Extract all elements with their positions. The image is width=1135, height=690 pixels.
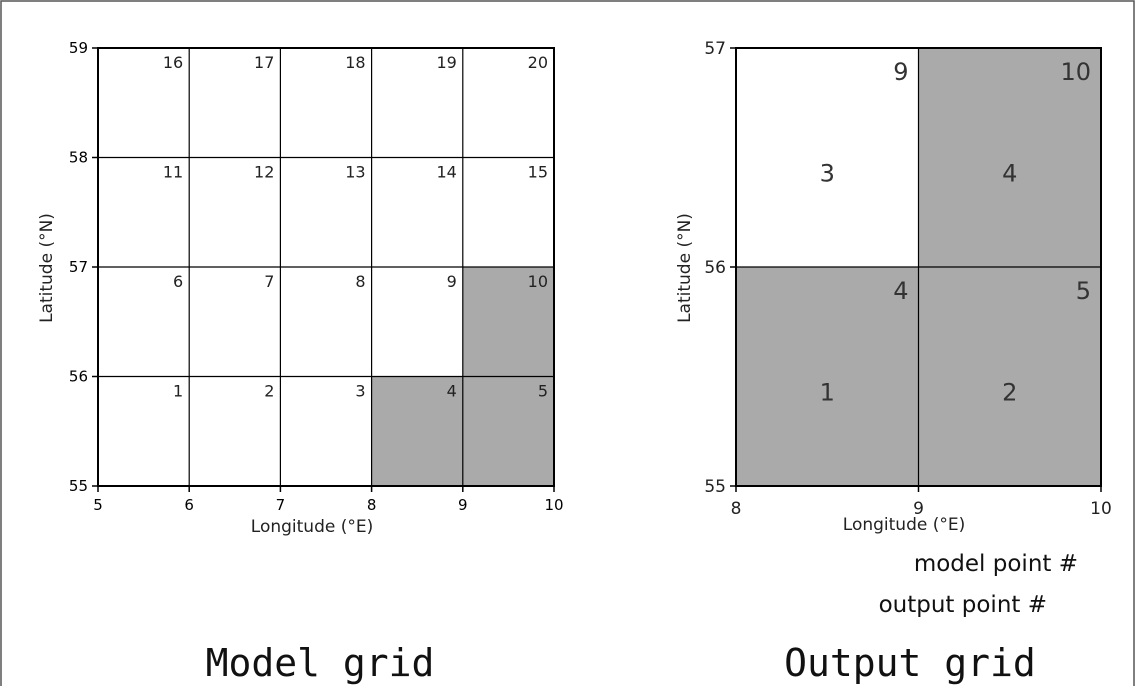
output-point-number: 4 — [1002, 160, 1017, 188]
y-tick-label: 56 — [704, 258, 726, 278]
x-tick-label: 8 — [367, 496, 377, 514]
output-grid-panel: 8 9 10 55 56 57 4 1 5 2 9 3 10 4 Longitude (°E) Lat… — [675, 39, 1112, 685]
x-tick-label: 8 — [731, 499, 742, 519]
model-grid-lines — [97, 47, 555, 487]
output-grid-y-label: Latitude (°N) — [675, 213, 695, 323]
y-tick-label: 57 — [69, 258, 88, 276]
model-grid-title: Model grid — [206, 641, 435, 685]
x-tick-label: 7 — [276, 496, 286, 514]
y-tick-label: 59 — [69, 39, 88, 57]
y-tick-label: 56 — [69, 368, 88, 386]
model-point-number: 9 — [893, 58, 908, 86]
model-point-number: 10 — [1060, 58, 1091, 86]
model-point-number: 18 — [345, 53, 365, 72]
x-tick-label: 9 — [913, 499, 924, 519]
y-tick-label: 55 — [704, 477, 726, 497]
model-point-number: 15 — [528, 163, 548, 182]
model-point-number: 3 — [355, 382, 365, 401]
model-point-number: 9 — [447, 272, 457, 291]
model-point-number: 10 — [528, 272, 548, 291]
model-grid-y-ticks: 55 56 57 58 59 — [69, 39, 98, 495]
shaded-cell-1 — [736, 267, 919, 486]
model-point-number: 13 — [345, 163, 365, 182]
model-point-number: 2 — [264, 382, 274, 401]
output-grid-cell-numbers: 4 1 5 2 9 3 10 4 — [820, 58, 1091, 407]
legend-output-point: output point # — [879, 592, 1047, 618]
model-grid-cells — [371, 267, 554, 486]
output-grid-cells — [736, 48, 1101, 486]
y-tick-label: 55 — [69, 477, 88, 495]
x-tick-label: 5 — [93, 496, 103, 514]
y-tick-label: 58 — [69, 149, 88, 167]
shaded-cell-10 — [462, 267, 554, 377]
model-point-number: 4 — [893, 277, 908, 305]
model-point-number: 5 — [1076, 277, 1091, 305]
shaded-cell-5 — [462, 376, 554, 486]
model-point-number: 6 — [173, 272, 183, 291]
model-point-number: 8 — [355, 272, 365, 291]
model-point-number: 16 — [163, 53, 183, 72]
output-point-number: 2 — [1002, 379, 1017, 407]
shaded-cell-4 — [371, 376, 463, 486]
x-tick-label: 10 — [1090, 499, 1112, 519]
x-tick-label: 10 — [544, 496, 563, 514]
model-point-number: 17 — [254, 53, 274, 72]
shaded-cell-2 — [918, 267, 1101, 486]
model-point-number: 7 — [264, 272, 274, 291]
output-grid-x-label: Longitude (°E) — [843, 515, 965, 535]
model-grid-y-label: Latitude (°N) — [37, 213, 57, 323]
model-point-number: 5 — [538, 382, 548, 401]
x-tick-label: 9 — [458, 496, 468, 514]
legend-model-point: model point # — [914, 551, 1078, 577]
output-point-number: 3 — [820, 160, 835, 188]
model-point-number: 4 — [447, 382, 457, 401]
output-point-number: 1 — [820, 379, 835, 407]
model-point-number: 11 — [163, 163, 183, 182]
y-tick-label: 57 — [704, 39, 726, 59]
output-grid-title: Output grid — [784, 641, 1036, 685]
x-tick-label: 6 — [184, 496, 194, 514]
model-point-number: 19 — [436, 53, 456, 72]
shaded-cell-4 — [918, 48, 1101, 267]
model-point-number: 12 — [254, 163, 274, 182]
output-grid-y-ticks: 55 56 57 — [704, 39, 736, 497]
model-point-number: 20 — [528, 53, 548, 72]
output-grid-x-ticks: 8 9 10 — [731, 486, 1112, 519]
model-grid-x-ticks: 5 6 7 8 9 10 — [93, 486, 564, 514]
model-point-number: 1 — [173, 382, 183, 401]
model-point-number: 14 — [436, 163, 456, 182]
model-grid-x-label: Longitude (°E) — [251, 517, 373, 537]
